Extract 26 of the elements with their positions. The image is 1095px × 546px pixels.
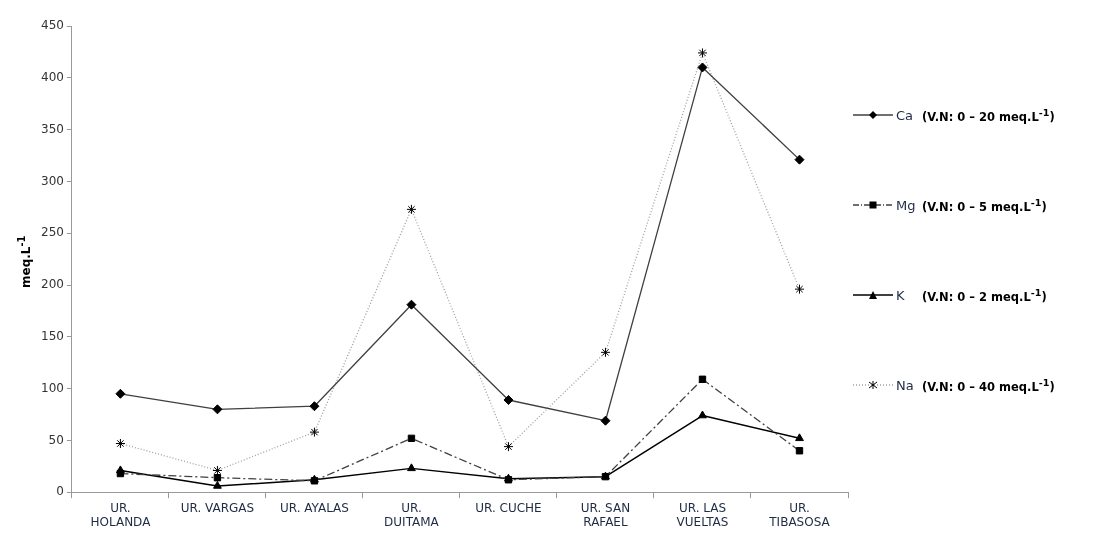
text: (V.N: 0 – 2 meq.L$^{-1}$) — [922, 286, 1047, 304]
x-tick-label: UR. AYALAS — [279, 500, 349, 515]
legend-label: Na — [896, 377, 915, 393]
y-tick-label: 150 — [41, 328, 64, 343]
y-tick-label: 450 — [41, 18, 64, 33]
y-tick-label: 200 — [41, 277, 64, 292]
x-tick-label: UR. LAS VUELTAS — [676, 500, 729, 529]
x-tick-label: UR. VARGAS — [180, 500, 255, 515]
y-tick-label: 250 — [41, 225, 64, 240]
legend-label: Ca — [896, 107, 915, 123]
text: (V.N: 0 – 20 meq.L$^{-1}$) — [922, 106, 1055, 124]
y-tick-label: 100 — [41, 380, 64, 395]
x-tick-label: UR. DUITAMA — [384, 500, 440, 529]
x-tick-label: UR. TIBASOSA — [768, 500, 831, 529]
x-tick-label: UR. HOLANDA — [90, 500, 152, 529]
y-tick-label: 50 — [48, 432, 64, 447]
x-tick-label: UR. SAN RAFAEL — [580, 500, 631, 529]
y-tick-label: 0 — [56, 484, 64, 499]
y-tick-label: 350 — [41, 121, 64, 136]
text: (V.N: 0 – 5 meq.L$^{-1}$) — [922, 196, 1047, 214]
x-tick-label: UR. CUCHE — [475, 500, 542, 515]
legend-label: Mg — [896, 197, 917, 213]
legend-label: K — [896, 287, 906, 303]
y-tick-label: 400 — [41, 69, 64, 84]
text: (V.N: 0 – 40 meq.L$^{-1}$) — [922, 376, 1055, 394]
y-tick-label: 300 — [41, 173, 64, 188]
